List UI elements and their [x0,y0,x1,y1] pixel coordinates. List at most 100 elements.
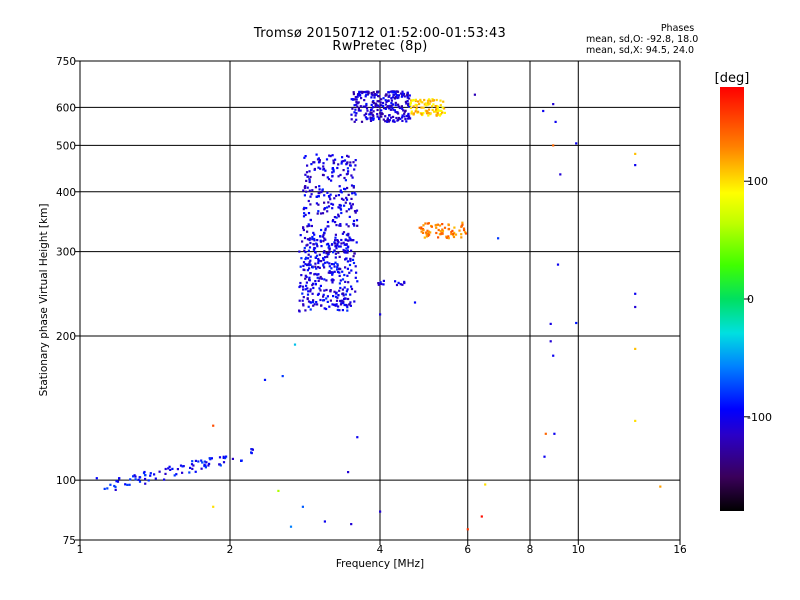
data-point [343,204,346,207]
data-point [390,99,393,102]
data-point [408,115,411,118]
data-point [460,236,463,239]
data-point [341,232,344,235]
data-point [342,301,345,305]
data-point [348,303,351,306]
data-point [218,463,221,466]
y-tick-label: 400 [56,187,76,199]
data-point [390,97,393,100]
data-point [313,246,316,250]
data-point [464,232,468,235]
data-point [312,299,315,302]
data-point [328,154,331,157]
data-point [421,231,425,234]
data-point [309,175,312,179]
data-point [306,243,309,246]
data-point [320,191,323,194]
data-point [342,169,345,172]
data-point [304,155,307,158]
data-point [333,249,336,252]
data-point [164,472,167,475]
data-point [398,105,401,108]
data-point [466,528,469,531]
data-point [544,432,547,435]
data-point [300,257,303,260]
data-point [314,250,317,253]
data-point [328,250,331,253]
data-point [331,278,334,281]
data-point [318,287,321,290]
data-point [335,299,339,302]
data-point [201,461,204,464]
data-point [349,161,352,164]
data-point [345,163,348,166]
data-point [400,105,403,108]
data-point [372,118,375,121]
data-point [422,229,425,232]
data-point [289,525,293,528]
data-point [309,263,312,266]
data-point [339,224,342,227]
data-point [329,299,332,302]
data-point [418,226,421,229]
data-point [356,224,359,227]
data-point [194,459,197,462]
data-point [337,163,340,166]
data-point [339,245,342,248]
data-point [436,106,439,109]
data-point [353,210,357,213]
data-point [412,105,415,108]
data-point [144,482,147,485]
data-point [341,270,344,273]
data-point [302,227,305,230]
data-point [428,233,431,236]
data-point [442,100,445,103]
data-point [377,100,381,103]
data-point [447,228,450,231]
data-point [310,193,313,196]
data-point [344,201,347,204]
data-point [441,106,444,109]
data-point [427,114,430,117]
data-point [309,195,312,198]
data-point [400,95,403,98]
data-point [542,109,545,113]
data-point [147,479,150,482]
data-point [343,159,347,162]
data-point [343,243,346,246]
data-point [414,103,417,106]
data-point [340,191,343,194]
data-point [428,102,431,105]
data-point [378,105,381,108]
data-point [386,118,389,121]
data-point [378,283,381,286]
data-point [163,478,166,481]
data-point [339,286,342,290]
data-point [311,237,314,240]
data-point [349,304,352,307]
data-point [167,467,170,470]
data-point [380,282,383,286]
data-point [364,95,367,98]
data-point [401,114,404,117]
data-point [445,236,448,239]
data-point [426,101,430,104]
data-point [464,231,467,234]
data-point [325,297,328,300]
data-point [353,252,356,255]
data-point [423,236,426,239]
data-point [315,301,318,304]
data-point [250,451,253,454]
data-point [384,120,387,123]
data-point [312,243,315,246]
data-point [409,101,412,104]
data-point [339,279,342,282]
data-point [341,288,344,291]
data-point [331,303,334,306]
data-point [317,203,320,206]
data-point [447,237,450,240]
data-point [115,480,118,483]
data-point [359,105,362,108]
data-point [386,120,389,123]
data-point [386,117,389,120]
